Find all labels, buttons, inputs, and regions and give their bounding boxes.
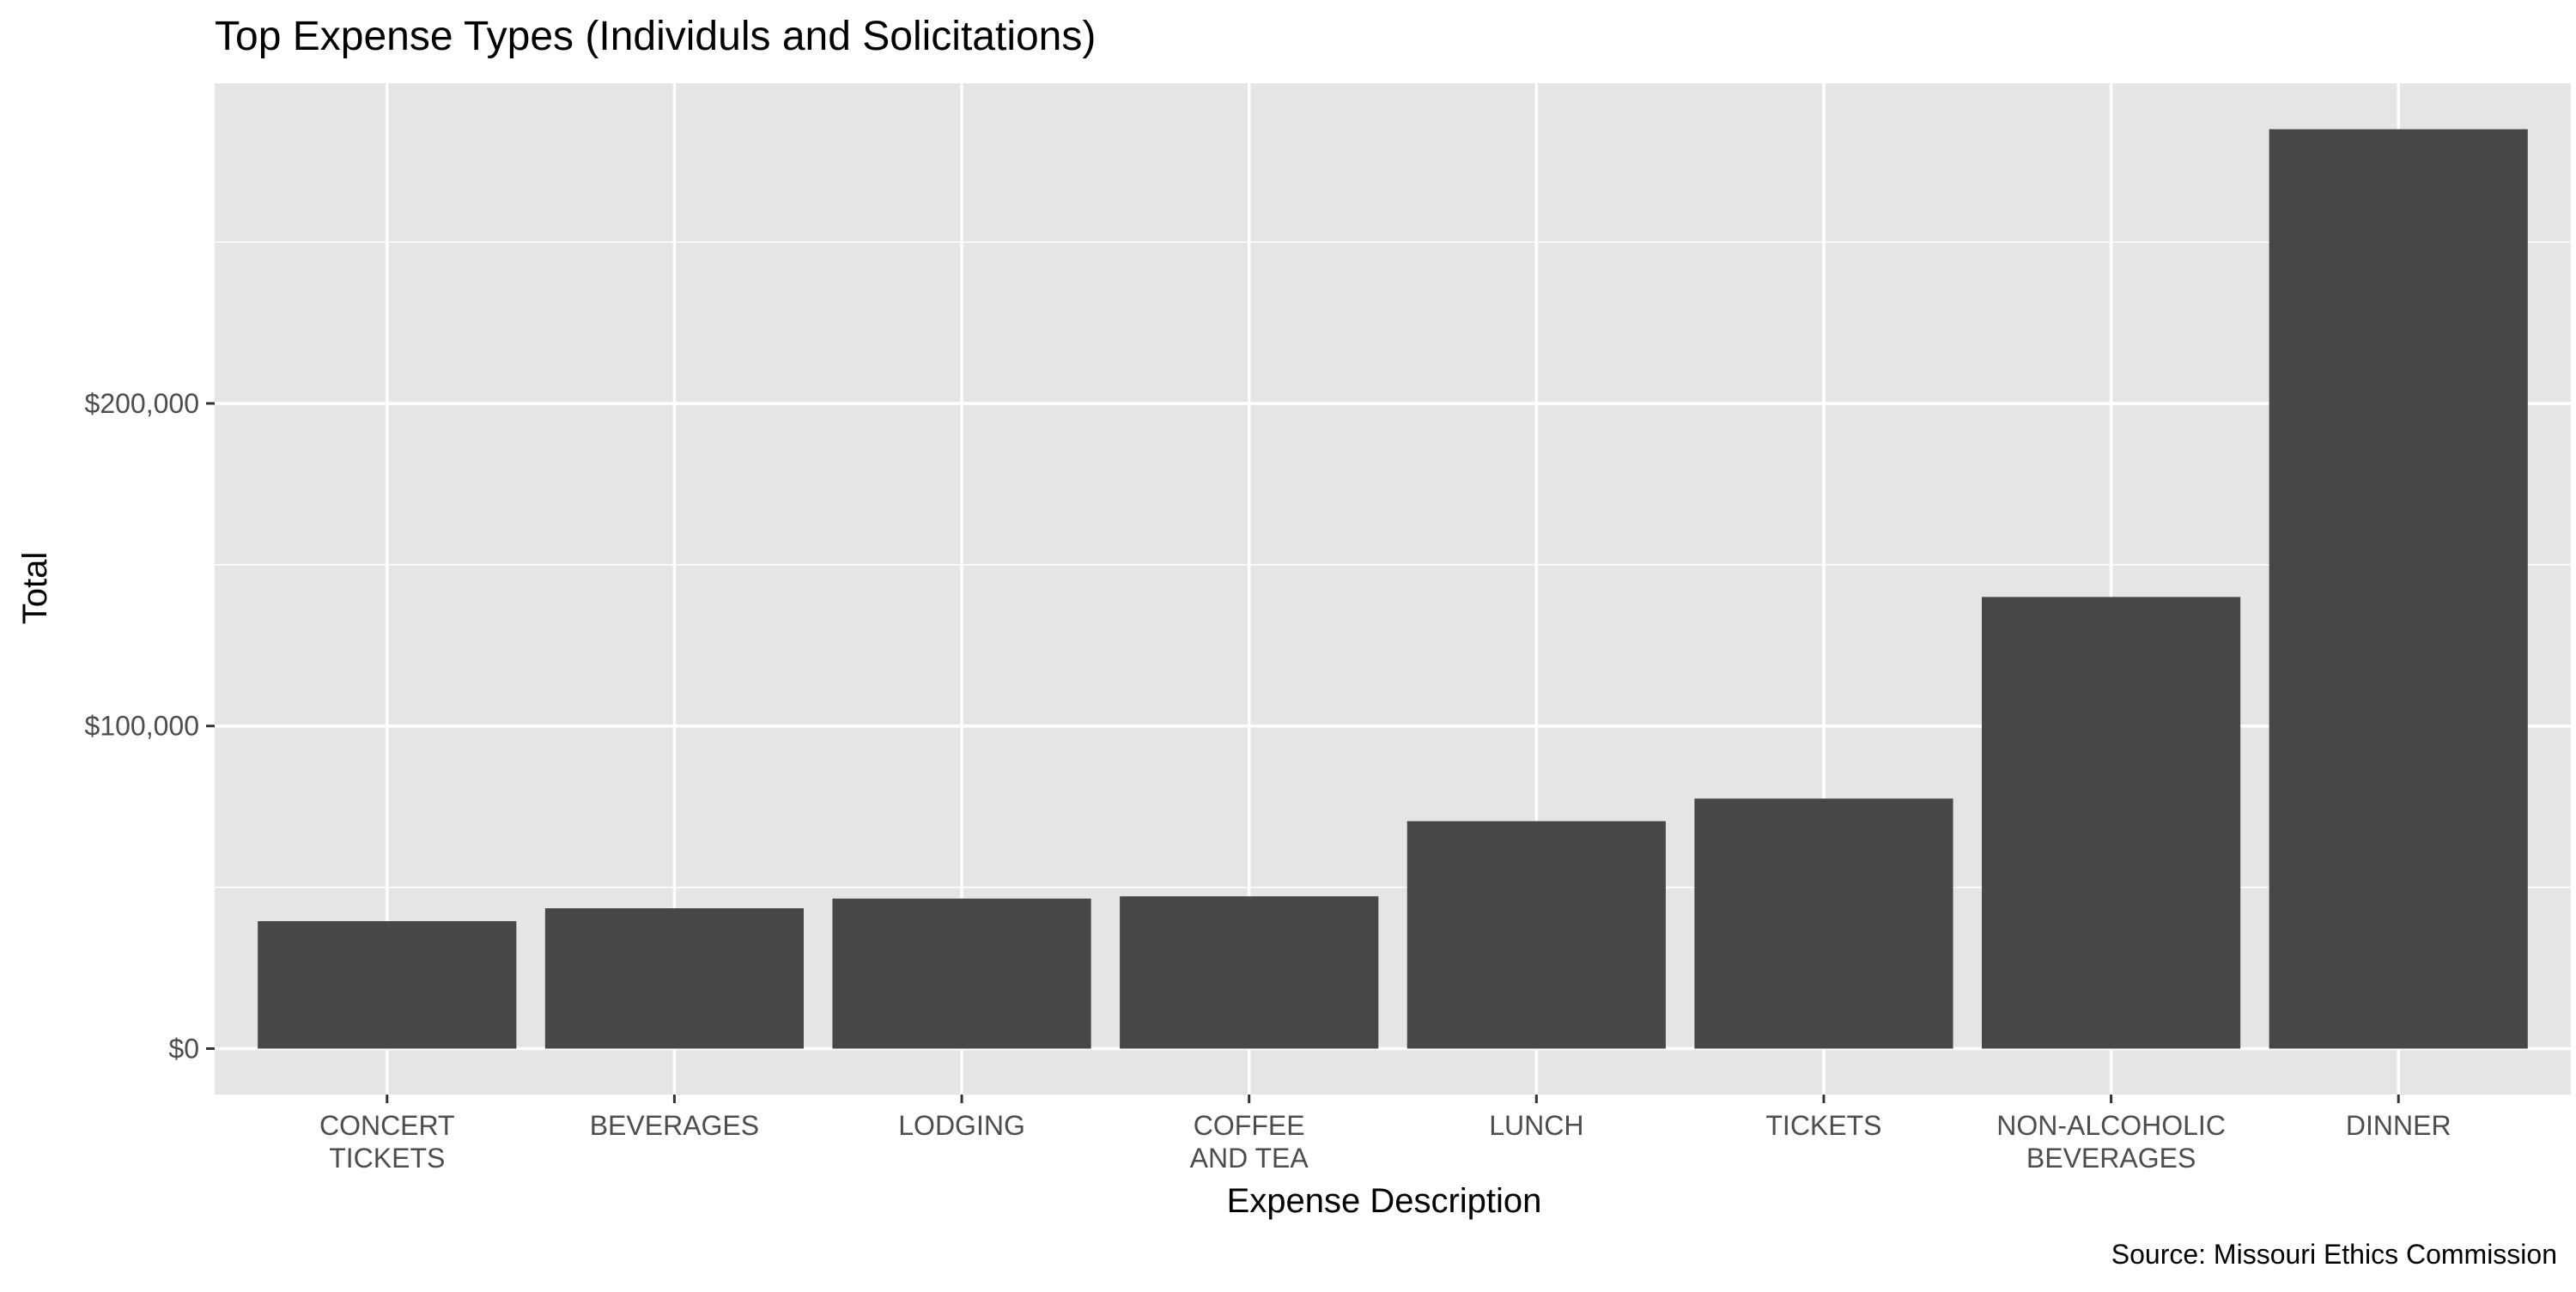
x-tick-label: CONCERT TICKETS — [319, 1110, 455, 1174]
x-tick-label: COFFEE AND TEA — [1190, 1110, 1309, 1174]
x-tick-label-line: TICKETS — [329, 1143, 445, 1174]
bar — [544, 908, 804, 1049]
bar — [1694, 798, 1953, 1049]
y-axis-title: Total — [16, 552, 54, 625]
x-tick-label: DINNER — [2346, 1110, 2451, 1141]
bar — [2269, 129, 2528, 1049]
x-tick-label-line: DINNER — [2346, 1110, 2451, 1141]
x-tick-label-line: COFFEE — [1194, 1110, 1305, 1141]
x-tick-label: TICKETS — [1765, 1110, 1881, 1141]
y-tick-label: $200,000 — [85, 388, 199, 419]
chart-caption: Source: Missouri Ethics Commission — [2111, 1239, 2557, 1270]
bars — [258, 129, 2528, 1049]
x-tick-label: NON-ALCOHOLIC BEVERAGES — [1996, 1110, 2226, 1174]
chart-title: Top Expense Types (Individuls and Solici… — [215, 14, 1096, 59]
x-tick-label: LUNCH — [1489, 1110, 1583, 1141]
bar — [1120, 896, 1379, 1049]
bar — [1406, 821, 1666, 1049]
y-tick-label: $0 — [168, 1033, 199, 1064]
x-tick-label-line: LODGING — [898, 1110, 1025, 1141]
x-tick-label: LODGING — [898, 1110, 1025, 1141]
bar — [1982, 597, 2241, 1049]
x-axis-title: Expense Description — [1227, 1182, 1542, 1220]
x-tick-label-line: CONCERT — [319, 1110, 455, 1141]
x-tick-label-line: BEVERAGES — [2026, 1143, 2196, 1174]
bar — [832, 898, 1091, 1049]
x-tick-label-line: BEVERAGES — [590, 1110, 759, 1141]
x-tick-label-line: LUNCH — [1489, 1110, 1583, 1141]
x-tick-label-line: TICKETS — [1765, 1110, 1881, 1141]
y-axis-ticks: $0 $100,000 $200,000 — [85, 388, 215, 1064]
x-tick-label-line: NON-ALCOHOLIC — [1996, 1110, 2226, 1141]
x-tick-label: BEVERAGES — [590, 1110, 759, 1141]
x-tick-label-line: AND TEA — [1190, 1143, 1309, 1174]
y-tick-label: $100,000 — [85, 711, 199, 742]
bar — [258, 921, 517, 1049]
